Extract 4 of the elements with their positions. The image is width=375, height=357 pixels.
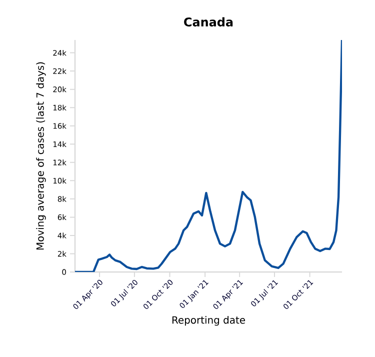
chart-title: Canada xyxy=(184,17,233,26)
line-series xyxy=(75,40,342,272)
y-axis-title: Moving average of cases (last 7 days) xyxy=(36,62,46,250)
x-axis-title: Reporting date xyxy=(172,316,246,326)
